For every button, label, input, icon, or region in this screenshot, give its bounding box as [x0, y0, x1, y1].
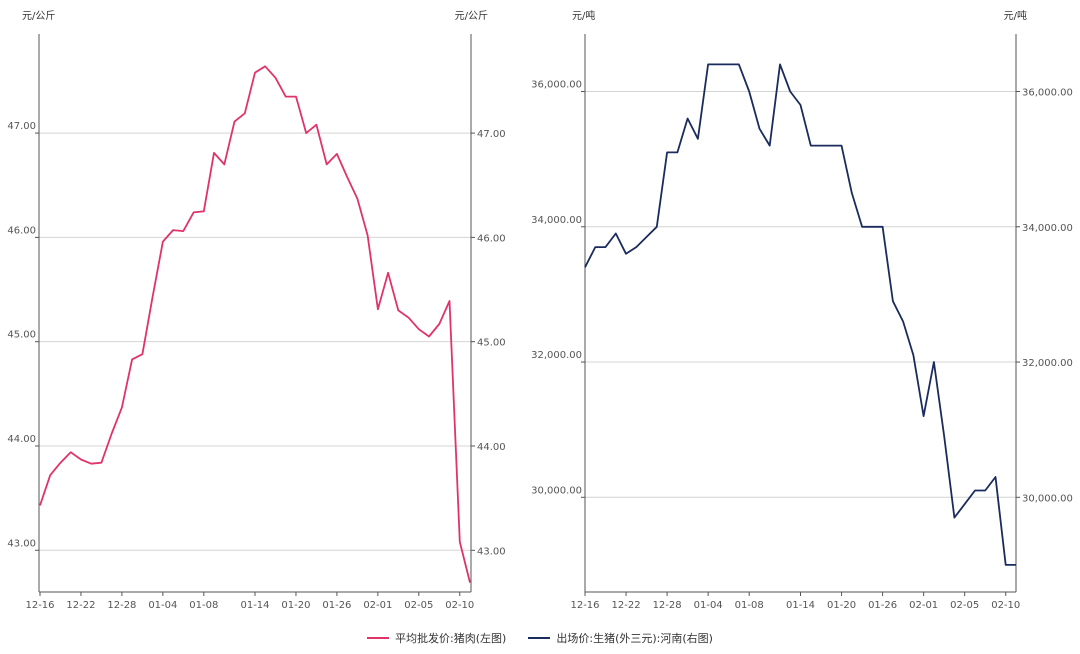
right-chart-x-tick-label: 12-28 [653, 600, 682, 611]
left-chart-x-tick-label: 12-16 [25, 600, 54, 611]
left-chart-x-tick-label: 02-10 [445, 600, 474, 611]
left-chart-left-tick-label: 46.00 [7, 225, 36, 236]
legend-label-hog: 出场价:生猪(外三元):河南(右图) [556, 632, 713, 645]
left-chart-x-tick-label: 01-08 [189, 600, 218, 611]
left-chart-right-tick-label: 46.00 [477, 233, 506, 244]
left-chart-right-unit: 元/公斤 [455, 10, 488, 22]
right-chart-x-tick-label: 01-26 [868, 600, 897, 611]
left-chart-left-y-ticks: 43.00 44.00 45.00 46.00 47.00 [7, 121, 39, 551]
left-chart-x-tick-label: 01-04 [148, 600, 177, 611]
right-chart-right-tick-label: 36,000.00 [1022, 87, 1073, 98]
left-chart-left-tick-label: 47.00 [7, 121, 36, 132]
left-chart-right-tick-label: 44.00 [477, 442, 506, 453]
right-chart-left-y-ticks: 30,000.00 32,000.00 34,000.00 36,000.00 [531, 79, 585, 498]
left-chart-x-tick-label: 02-01 [363, 600, 392, 611]
legend-swatch-hog [528, 637, 551, 639]
right-chart-right-tick-label: 30,000.00 [1022, 493, 1073, 504]
right-chart-x-tick-label: 02-05 [950, 600, 979, 611]
right-chart-series-line [584, 63, 1016, 566]
right-chart-x-tick-label: 12-22 [612, 600, 641, 611]
left-chart-right-tick-label: 45.00 [477, 338, 506, 349]
right-chart-right-tick-label: 34,000.00 [1022, 223, 1073, 234]
left-chart-left-tick-label: 45.00 [7, 330, 36, 341]
right-chart-left-tick-label: 30,000.00 [531, 485, 582, 496]
right-chart-x-tick-label: 02-10 [991, 600, 1020, 611]
right-chart-x-tick-label: 02-01 [909, 600, 938, 611]
right-chart: 元/吨 元/吨 30,000.00 32,000.00 34,000.00 36,00… [531, 9, 1073, 611]
right-chart-x-tick-label: 01-14 [786, 600, 815, 611]
left-chart-x-tick-label: 01-14 [240, 600, 269, 611]
left-chart-left-unit: 元/公斤 [22, 10, 55, 22]
right-chart-right-unit: 元/吨 [1004, 9, 1027, 22]
left-chart-x-ticks: 12-16 12-22 12-28 01-04 01-08 01-14 01-20 01-26… [25, 592, 474, 611]
left-chart-x-tick-label: 12-28 [107, 600, 136, 611]
legend-label-pork: 平均批发价:猪肉(左图) [395, 632, 507, 645]
left-chart-left-tick-label: 44.00 [7, 434, 36, 445]
left-chart-grid [39, 132, 471, 551]
right-chart-left-tick-label: 32,000.00 [531, 350, 582, 361]
left-chart-right-y-ticks: 43.00 44.00 45.00 46.00 47.00 [471, 129, 506, 557]
right-chart-x-tick-label: 12-16 [570, 600, 599, 611]
right-chart-right-tick-label: 32,000.00 [1022, 358, 1073, 369]
legend: 平均批发价:猪肉(左图) 出场价:生猪(外三元):河南(右图) [0, 628, 1080, 648]
left-chart: 元/公斤 元/公斤 43.00 44.00 45.00 46.00 47.00 43.0… [7, 10, 505, 611]
left-chart-x-tick-label: 01-26 [322, 600, 351, 611]
right-chart-series [584, 63, 1016, 566]
right-chart-x-tick-label: 01-04 [694, 600, 723, 611]
left-chart-series-line [39, 65, 471, 583]
left-chart-right-tick-label: 47.00 [477, 129, 506, 140]
right-chart-x-tick-label: 01-20 [827, 600, 856, 611]
right-chart-grid [585, 90, 1016, 498]
right-chart-x-ticks: 12-16 12-22 12-28 01-04 01-08 01-14 01-20 01-26… [570, 592, 1020, 611]
chart-canvas: 元/公斤 元/公斤 43.00 44.00 45.00 46.00 47.00 43.0… [7, 9, 1073, 611]
right-chart-left-tick-label: 36,000.00 [531, 79, 582, 90]
right-chart-right-y-ticks: 30,000.00 32,000.00 34,000.00 36,000.00 [1016, 87, 1073, 504]
legend-item-pork-wholesale[interactable]: 平均批发价:猪肉(左图) [367, 628, 506, 648]
left-chart-left-tick-label: 43.00 [7, 538, 36, 549]
legend-item-hog-price[interactable]: 出场价:生猪(外三元):河南(右图) [528, 628, 713, 648]
right-chart-x-tick-label: 01-08 [735, 600, 764, 611]
right-chart-left-tick-label: 34,000.00 [531, 215, 582, 226]
left-chart-right-tick-label: 43.00 [477, 546, 506, 557]
legend-swatch-pork [367, 637, 390, 639]
right-chart-left-unit: 元/吨 [572, 9, 595, 22]
left-chart-series [39, 65, 471, 583]
left-chart-x-tick-label: 12-22 [66, 600, 95, 611]
left-chart-x-tick-label: 02-05 [404, 600, 433, 611]
left-chart-x-tick-label: 01-20 [281, 600, 310, 611]
